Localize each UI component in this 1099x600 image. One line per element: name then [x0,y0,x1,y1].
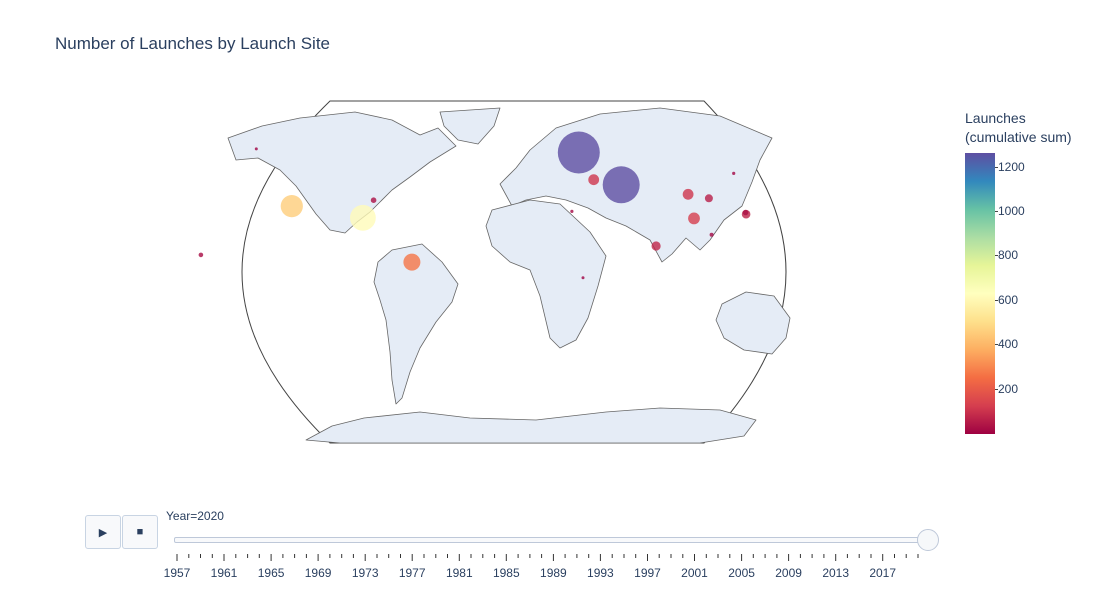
launch-site-bubble[interactable] [704,194,713,203]
colorbar [965,153,995,434]
launch-site-bubble[interactable] [709,232,714,237]
bubble-layer[interactable] [198,131,751,280]
land-antarctica [305,407,757,444]
launch-site-bubble[interactable] [557,131,600,174]
launch-site-bubble[interactable] [581,276,585,280]
launch-site-bubble[interactable] [350,204,376,231]
year-slider-handle[interactable] [917,529,939,551]
colorbar-tick-400: 400 [994,337,1019,351]
land-south-america [373,243,459,405]
launch-site-bubble[interactable] [254,147,258,151]
colorbar-tick-800: 800 [994,248,1019,262]
slider-tick-label[interactable]: 2001 [681,566,708,580]
slider-tick-label[interactable]: 1973 [351,566,379,580]
stop-button[interactable]: ■ [122,515,158,549]
launch-site-bubble[interactable] [742,209,749,216]
launch-site-bubble[interactable] [280,195,303,218]
land-greenland [439,107,501,145]
colorbar-tick-200: 200 [994,382,1019,396]
colorbar-title-line2: (cumulative sum) [965,129,1072,145]
launch-site-bubble[interactable] [570,209,574,213]
slider-tick-label[interactable]: 1961 [210,566,238,580]
launch-site-bubble[interactable] [688,212,700,225]
slider-tick-label[interactable]: 1957 [163,566,191,580]
slider-tick-label[interactable]: 2013 [822,566,850,580]
colorbar-tick-600: 600 [994,293,1019,307]
slider-current-value: Year=2020 [166,509,224,523]
slider-tick-label[interactable]: 2017 [869,566,897,580]
slider-tick-label[interactable]: 1981 [445,566,473,580]
launch-site-bubble[interactable] [732,171,736,175]
slider-tick-label[interactable]: 2005 [728,566,755,580]
slider-tick-label[interactable]: 1989 [540,566,567,580]
slider-tick-label[interactable]: 1985 [492,566,520,580]
land-africa [485,199,607,349]
play-button[interactable]: ▶ [85,515,121,549]
launch-site-bubble[interactable] [651,241,661,251]
launch-site-bubble[interactable] [198,252,204,258]
colorbar-tick-1000: 1000 [995,204,1025,218]
slider-tick-label[interactable]: 1997 [634,566,661,580]
stop-icon: ■ [136,526,144,538]
colorbar-title-line1: Launches [965,110,1026,126]
slider-tick-label[interactable]: 1965 [257,566,285,580]
land-australia [715,291,791,355]
launch-site-bubble[interactable] [682,188,694,200]
launch-site-bubble[interactable] [370,197,377,203]
colorbar-tick-1200: 1200 [995,160,1025,174]
colorbar-title: Launches (cumulative sum) [965,109,1072,147]
launch-site-bubble[interactable] [602,166,640,204]
launch-site-bubble[interactable] [403,253,421,271]
slider-tick-label[interactable]: 1969 [304,566,332,580]
slider-tick-label[interactable]: 2009 [775,566,802,580]
launch-site-bubble[interactable] [588,174,600,186]
slider-tick-label[interactable]: 1993 [587,566,614,580]
chart-title: Number of Launches by Launch Site [55,34,331,53]
land-north-america [227,111,457,234]
play-icon: ▶ [98,526,108,539]
slider-tick-label[interactable]: 1977 [398,566,426,580]
